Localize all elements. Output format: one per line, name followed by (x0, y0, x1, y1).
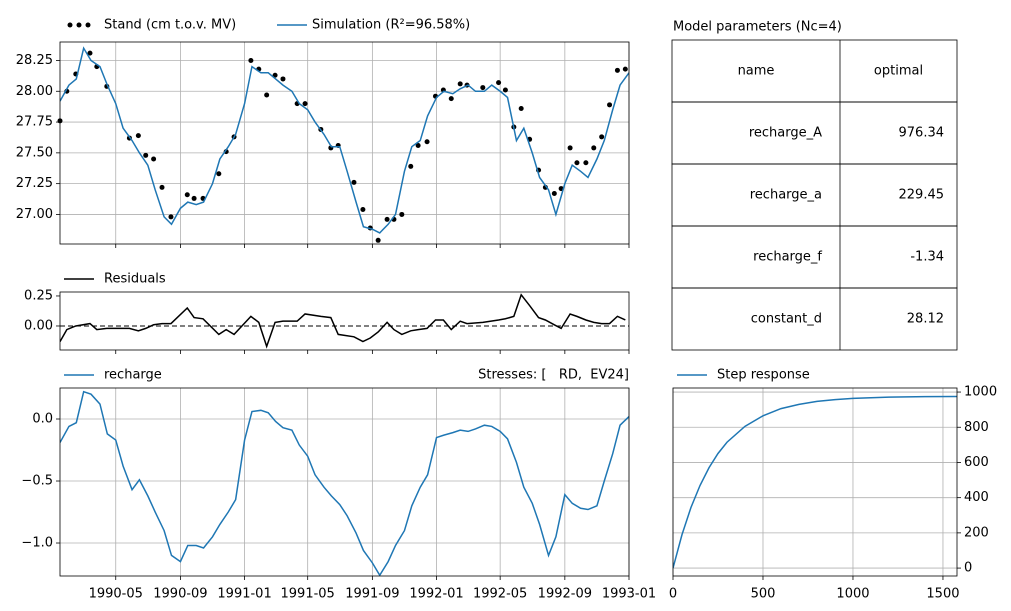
y-tick-label: 800 (964, 420, 989, 435)
observation-point (408, 163, 414, 169)
observation-point (480, 85, 486, 91)
observation-point (280, 76, 286, 82)
y-tick-label: 0.00 (24, 318, 53, 333)
observation-point (415, 142, 421, 148)
y-tick-label: 1000 (964, 385, 997, 400)
y-tick-label: 0.25 (24, 288, 53, 303)
x-tick-label: 1991-05 (281, 587, 335, 602)
observation-point (135, 133, 141, 139)
axes-frame (59, 41, 630, 245)
observation-point (351, 179, 357, 185)
y-tick-label: 600 (964, 455, 989, 470)
y-tick-label: −0.5 (21, 474, 53, 489)
y-tick-label: 28.25 (16, 53, 53, 68)
series-line (60, 293, 626, 349)
table-cell: constant_d (751, 312, 822, 327)
legend-label: Residuals (104, 272, 166, 287)
legend-label: Stand (cm t.o.v. MV) (104, 18, 236, 33)
observation-point (457, 81, 463, 87)
observation-point (248, 57, 254, 63)
observation-point (599, 134, 605, 140)
observation-point (151, 156, 157, 162)
observation-point (424, 139, 430, 145)
observation-point (360, 207, 366, 213)
x-tick-label: 0 (669, 587, 677, 602)
table-cell-row (671, 287, 958, 351)
observation-point (502, 87, 508, 93)
y-tick-label: 28.00 (16, 84, 53, 99)
observation-point (583, 160, 589, 166)
observation-point (551, 191, 557, 196)
y-tick-label: −1.0 (21, 536, 53, 551)
axes-frame (672, 387, 958, 577)
observation-point (518, 106, 524, 112)
observation-point (591, 145, 597, 151)
table-title: Model parameters (Nc=4) (673, 20, 842, 35)
observation-point (375, 237, 381, 243)
series-line (673, 395, 957, 569)
x-tick-label: 1000 (836, 587, 869, 602)
x-tick-label: 1990-09 (153, 587, 207, 602)
table-cell: 976.34 (899, 126, 945, 141)
observation-point (574, 160, 580, 166)
y-tick-label: 0 (964, 561, 972, 576)
legend-label: Simulation (R²=96.58%) (312, 18, 470, 33)
observation-point (496, 80, 502, 86)
y-tick-label: 27.25 (16, 176, 53, 191)
axes-frame (59, 291, 630, 351)
x-tick-label: 1992-05 (473, 587, 527, 602)
table-cell: -1.34 (910, 250, 944, 265)
legend-label: Step response (717, 368, 810, 383)
table-cell: 28.12 (907, 312, 944, 327)
observation-point (168, 214, 174, 220)
observation-point (159, 184, 165, 190)
legend-marker (67, 22, 73, 28)
table-header: optimal (874, 64, 923, 79)
observation-point (216, 171, 222, 177)
y-tick-label: 27.75 (16, 115, 53, 130)
table-header: name (738, 64, 775, 79)
observation-point (399, 211, 405, 217)
observation-point (184, 192, 190, 198)
observation-point (384, 216, 390, 222)
observation-point (302, 101, 308, 107)
legend-label: recharge (104, 368, 162, 383)
x-tick-label: 1991-09 (345, 587, 399, 602)
observation-point (622, 66, 628, 72)
table-cell: recharge_f (753, 250, 822, 265)
table-cell: recharge_a (750, 188, 822, 203)
x-tick-label: 1992-01 (409, 587, 463, 602)
y-tick-label: 27.50 (16, 145, 53, 160)
observation-point (191, 195, 197, 201)
legend-marker (76, 22, 82, 28)
y-tick-label: 200 (964, 525, 989, 540)
x-tick-label: 1500 (926, 587, 959, 602)
observation-point (448, 96, 454, 102)
legend-marker (85, 22, 91, 28)
y-tick-label: 27.00 (16, 207, 53, 222)
x-tick-label: 1990-05 (89, 587, 143, 602)
x-tick-label: 1992-09 (538, 587, 592, 602)
series-line (60, 390, 629, 576)
observation-point (614, 67, 620, 73)
x-tick-label: 1993-01 (602, 587, 656, 602)
axes-frame (59, 387, 630, 577)
observation-point (264, 92, 270, 98)
observation-point (87, 50, 93, 56)
y-tick-label: 400 (964, 490, 989, 505)
observation-point (143, 152, 149, 158)
table-cell: 229.45 (899, 188, 945, 203)
observation-point (567, 145, 573, 151)
y-tick-label: 0.0 (32, 412, 53, 427)
series-line (60, 46, 629, 234)
chart-title: Stresses: [ RD, EV24] (478, 368, 629, 383)
x-tick-label: 1991-01 (217, 587, 271, 602)
table-cell: recharge_A (749, 126, 822, 141)
x-tick-label: 500 (751, 587, 776, 602)
observation-point (607, 102, 613, 108)
